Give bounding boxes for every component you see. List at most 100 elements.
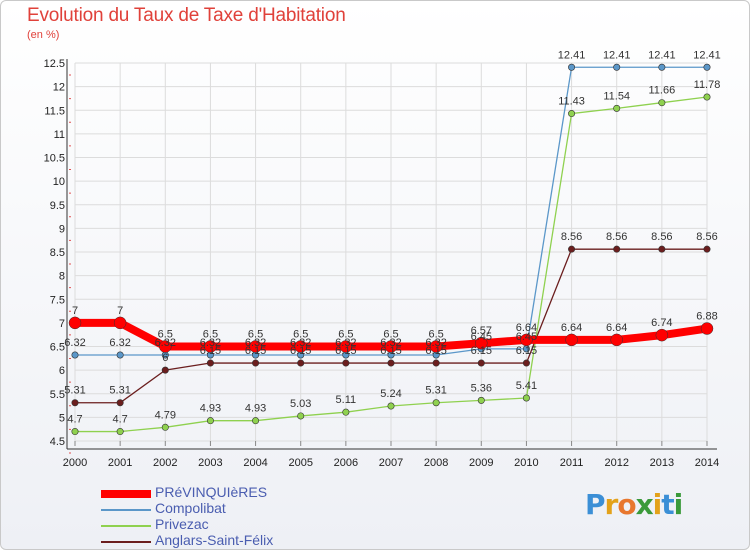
- legend-label: Compolibat: [155, 500, 226, 516]
- logo-letter: o: [617, 488, 636, 521]
- data-label-privezac: 4.7: [67, 414, 82, 426]
- data-label-compolibat: 6.32: [64, 337, 85, 349]
- y-tick-label: 10: [53, 176, 65, 188]
- data-label-compolibat: 12.41: [693, 49, 721, 61]
- data-label-compolibat: 12.41: [558, 49, 586, 61]
- logo-letter: x: [635, 488, 654, 521]
- data-label-compolibat: 12.41: [648, 49, 676, 61]
- x-tick-label: 2002: [153, 457, 177, 469]
- data-point-pr-vinqui-res: [520, 333, 533, 347]
- data-label-anglars-saint-f-lix: 5.31: [64, 385, 85, 397]
- data-point-privezac: [252, 417, 260, 425]
- legend-label: Anglars-Saint-Félix: [155, 532, 274, 548]
- legend-swatch: [101, 509, 151, 511]
- data-label-compolibat: 6.32: [335, 337, 356, 349]
- y-tick-label: 8: [59, 271, 65, 283]
- y-tick-label: 9.5: [50, 200, 65, 212]
- x-tick-label: 2006: [334, 457, 358, 469]
- data-label-privezac: 4.7: [112, 414, 127, 426]
- logo-letter: r: [604, 488, 619, 521]
- data-label-pr-vinqui-res: 6.74: [651, 317, 672, 329]
- y-tick-label: 5.5: [50, 389, 65, 401]
- data-point-privezac: [387, 402, 395, 410]
- data-point-anglars-saint-f-lix: [432, 359, 440, 367]
- data-point-pr-vinqui-res: [68, 316, 82, 330]
- y-tick-label: 4.5: [50, 436, 65, 448]
- data-label-pr-vinqui-res: 6.5: [293, 329, 308, 341]
- data-point-privezac: [703, 93, 711, 101]
- data-point-compolibat: [613, 63, 621, 71]
- legend-swatch: [101, 490, 151, 498]
- data-point-compolibat: [116, 351, 124, 359]
- data-label-pr-vinqui-res: 6.64: [516, 322, 537, 334]
- data-label-privezac: 5.41: [516, 380, 537, 392]
- data-point-anglars-saint-f-lix: [522, 359, 530, 367]
- data-label-privezac: 5.31: [425, 385, 446, 397]
- data-label-privezac: 5.11: [336, 394, 357, 406]
- data-label-pr-vinqui-res: 6.5: [158, 329, 173, 341]
- x-tick-label: 2013: [650, 457, 674, 469]
- data-label-pr-vinqui-res: 7: [72, 305, 78, 317]
- data-point-anglars-saint-f-lix: [568, 245, 576, 253]
- data-point-anglars-saint-f-lix: [387, 359, 395, 367]
- x-tick-label: 2008: [424, 457, 448, 469]
- data-label-compolibat: 6.45: [471, 331, 492, 343]
- data-point-privezac: [658, 99, 666, 107]
- y-tick-label: 12: [53, 82, 65, 94]
- data-point-privezac: [161, 423, 169, 431]
- data-label-anglars-saint-f-lix: 6: [162, 352, 168, 364]
- data-point-privezac: [477, 396, 485, 404]
- data-label-anglars-saint-f-lix: 6.15: [245, 345, 266, 357]
- data-label-pr-vinqui-res: 6.57: [471, 325, 492, 337]
- legend-label: Privezac: [155, 516, 209, 532]
- x-tick-label: 2014: [695, 457, 719, 469]
- x-tick-label: 2009: [469, 457, 493, 469]
- y-tick-label: 9: [59, 223, 65, 235]
- data-point-pr-vinqui-res: [159, 340, 172, 353]
- y-tick-label: 7: [59, 318, 65, 330]
- legend-label: PRéVINQUIèRES: [155, 484, 268, 500]
- data-point-compolibat: [703, 63, 711, 71]
- logo-letter: i: [673, 488, 684, 521]
- y-tick-label: 11: [54, 129, 65, 141]
- y-tick-label: 5: [59, 412, 65, 424]
- data-label-compolibat: 6.32: [109, 337, 130, 349]
- data-label-privezac: 11.66: [648, 85, 675, 97]
- data-point-pr-vinqui-res: [113, 316, 127, 330]
- legend-swatch: [101, 541, 151, 543]
- data-point-anglars-saint-f-lix: [658, 245, 666, 253]
- y-tick-label: 8.5: [50, 247, 65, 259]
- x-tick-label: 2000: [63, 457, 87, 469]
- data-label-anglars-saint-f-lix: 5.31: [109, 385, 130, 397]
- data-label-privezac: 5.03: [290, 398, 311, 410]
- x-tick-label: 2003: [198, 457, 222, 469]
- data-point-privezac: [432, 399, 440, 407]
- data-label-anglars-saint-f-lix: 6.15: [516, 345, 537, 357]
- x-tick-label: 2012: [604, 457, 628, 469]
- data-point-anglars-saint-f-lix: [342, 359, 350, 367]
- data-label-privezac: 5.36: [471, 382, 492, 394]
- x-tick-label: 2005: [288, 457, 312, 469]
- data-label-anglars-saint-f-lix: 8.56: [606, 231, 627, 243]
- data-label-anglars-saint-f-lix: 6.15: [335, 345, 356, 357]
- data-label-privezac: 5.24: [380, 388, 401, 400]
- logo-letter: t: [661, 488, 674, 521]
- data-label-pr-vinqui-res: 7: [117, 305, 123, 317]
- data-point-pr-vinqui-res: [565, 333, 578, 347]
- data-label-anglars-saint-f-lix: 6.15: [471, 345, 492, 357]
- chart-subtitle: (en %): [27, 29, 60, 41]
- data-label-privezac: 4.79: [155, 409, 176, 421]
- data-label-anglars-saint-f-lix: 8.56: [696, 231, 717, 243]
- data-label-pr-vinqui-res: 6.5: [203, 329, 218, 341]
- data-label-anglars-saint-f-lix: 6.15: [290, 345, 311, 357]
- data-point-pr-vinqui-res: [610, 333, 623, 347]
- logo-letter: i: [652, 488, 663, 521]
- data-point-privezac: [613, 104, 621, 112]
- data-point-anglars-saint-f-lix: [116, 399, 124, 407]
- proxiti-logo: Proxiti: [585, 488, 684, 521]
- data-label-privezac: 11.78: [694, 79, 721, 91]
- y-tick-label: 10.5: [44, 153, 65, 165]
- data-point-privezac: [71, 428, 79, 436]
